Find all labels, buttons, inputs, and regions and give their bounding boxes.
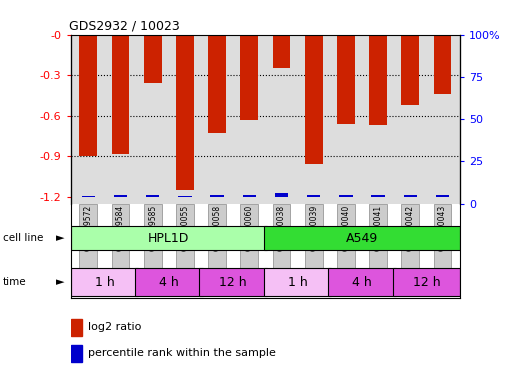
Bar — [114, 195, 127, 197]
FancyBboxPatch shape — [71, 268, 138, 296]
Bar — [71, 319, 82, 336]
FancyBboxPatch shape — [176, 204, 194, 278]
Bar — [402, 35, 419, 105]
Bar — [337, 35, 355, 124]
Text: GSM180055: GSM180055 — [180, 205, 189, 251]
Bar — [436, 195, 449, 197]
Text: GDS2932 / 10023: GDS2932 / 10023 — [69, 19, 179, 32]
Text: HPL1D: HPL1D — [148, 232, 189, 245]
Bar — [275, 193, 288, 197]
Bar — [79, 35, 97, 156]
Bar — [176, 35, 194, 190]
Bar — [369, 35, 387, 125]
Bar — [241, 35, 258, 120]
Text: 4 h: 4 h — [352, 276, 372, 289]
FancyBboxPatch shape — [135, 268, 202, 296]
Bar — [144, 35, 162, 83]
Text: GSM180040: GSM180040 — [342, 205, 350, 251]
Text: 12 h: 12 h — [220, 276, 247, 289]
FancyBboxPatch shape — [79, 204, 97, 278]
Bar — [208, 35, 226, 133]
FancyBboxPatch shape — [144, 204, 162, 278]
Bar — [210, 195, 224, 197]
Text: GSM180060: GSM180060 — [245, 205, 254, 251]
FancyBboxPatch shape — [199, 268, 267, 296]
Bar — [404, 195, 417, 197]
Text: 1 h: 1 h — [288, 276, 308, 289]
Text: GSM180042: GSM180042 — [406, 205, 415, 251]
FancyBboxPatch shape — [208, 204, 226, 278]
Bar — [305, 35, 323, 164]
FancyBboxPatch shape — [305, 204, 323, 278]
FancyBboxPatch shape — [272, 204, 290, 278]
FancyBboxPatch shape — [71, 226, 267, 250]
Bar — [71, 345, 82, 362]
FancyBboxPatch shape — [337, 204, 355, 278]
FancyBboxPatch shape — [112, 204, 129, 278]
Text: time: time — [3, 277, 26, 287]
Text: 4 h: 4 h — [159, 276, 179, 289]
Bar — [339, 195, 353, 197]
Text: ►: ► — [56, 277, 64, 287]
Text: A549: A549 — [346, 232, 378, 245]
Text: 12 h: 12 h — [413, 276, 440, 289]
Text: GSM180043: GSM180043 — [438, 205, 447, 251]
FancyBboxPatch shape — [434, 204, 451, 278]
Text: 1 h: 1 h — [95, 276, 115, 289]
Text: GSM179584: GSM179584 — [116, 205, 125, 251]
Text: GSM180058: GSM180058 — [213, 205, 222, 251]
Bar — [371, 195, 385, 197]
Bar — [307, 195, 321, 197]
FancyBboxPatch shape — [369, 204, 387, 278]
FancyBboxPatch shape — [241, 204, 258, 278]
Text: GSM179585: GSM179585 — [148, 205, 157, 251]
Text: log2 ratio: log2 ratio — [88, 322, 142, 332]
Bar — [112, 35, 129, 154]
FancyBboxPatch shape — [402, 204, 419, 278]
Text: percentile rank within the sample: percentile rank within the sample — [88, 348, 276, 358]
FancyBboxPatch shape — [328, 268, 396, 296]
Bar — [272, 35, 290, 68]
Text: cell line: cell line — [3, 233, 43, 243]
Text: GSM180038: GSM180038 — [277, 205, 286, 251]
Bar — [243, 195, 256, 197]
FancyBboxPatch shape — [264, 226, 460, 250]
Text: GSM180039: GSM180039 — [309, 205, 318, 251]
FancyBboxPatch shape — [264, 268, 332, 296]
Text: GSM180041: GSM180041 — [373, 205, 383, 251]
Text: ►: ► — [56, 233, 64, 243]
Bar — [434, 35, 451, 94]
Text: GSM179572: GSM179572 — [84, 205, 93, 251]
Bar — [146, 195, 160, 197]
FancyBboxPatch shape — [393, 268, 460, 296]
